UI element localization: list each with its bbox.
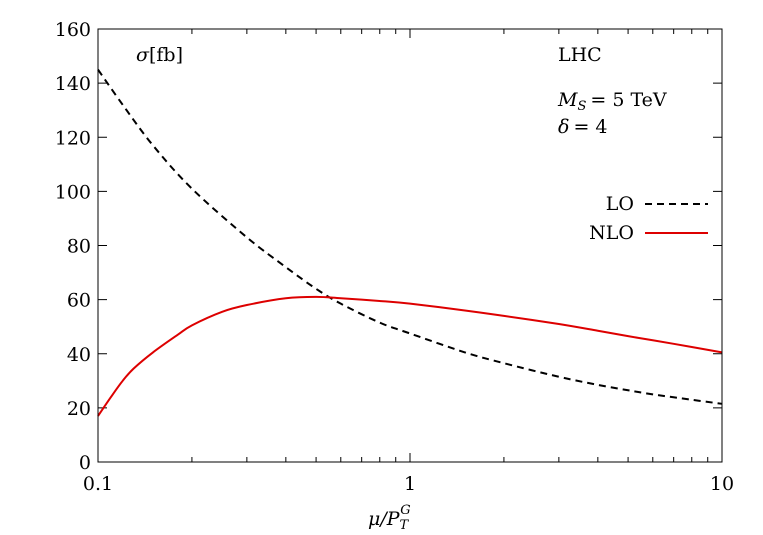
x-tick-label: 10 bbox=[710, 473, 734, 495]
y-tick-label: 20 bbox=[67, 398, 91, 420]
x-axis-main: μ/P bbox=[368, 508, 401, 530]
x-axis-sub: T bbox=[400, 518, 410, 533]
ms-value: = 5 TeV bbox=[590, 89, 667, 111]
x-axis-sup: G bbox=[400, 503, 410, 518]
y-axis-unit: [fb] bbox=[149, 44, 183, 66]
y-tick-label: 80 bbox=[67, 236, 91, 258]
delta-value: = 4 bbox=[573, 116, 607, 138]
y-tick-label: 100 bbox=[55, 181, 91, 203]
legend: LO NLO bbox=[589, 193, 708, 244]
plot-frame bbox=[97, 28, 723, 463]
x-tick-label: 0.1 bbox=[83, 473, 113, 495]
series-line-lo bbox=[97, 69, 723, 405]
ms-subscript: S bbox=[577, 99, 586, 114]
ms-symbol: M bbox=[557, 89, 578, 111]
legend-label-nlo: NLO bbox=[589, 222, 634, 244]
y-axis-symbol: σ bbox=[136, 44, 150, 66]
y-tick-label: 40 bbox=[67, 344, 91, 366]
y-tick-label: 140 bbox=[55, 73, 91, 95]
y-tick-label: 0 bbox=[79, 452, 91, 474]
x-tick-label: 1 bbox=[404, 473, 416, 495]
delta-symbol: δ bbox=[558, 116, 569, 138]
series-layer bbox=[97, 69, 723, 417]
x-axis-label: μ/PTG bbox=[368, 503, 411, 533]
y-tick-label: 60 bbox=[67, 290, 91, 312]
collider-label: LHC bbox=[558, 44, 602, 66]
y-axis-label: σ[fb] bbox=[136, 44, 183, 66]
y-tick-label: 160 bbox=[55, 19, 91, 41]
delta-annotation: δ = 4 bbox=[558, 116, 608, 138]
legend-label-lo: LO bbox=[606, 193, 634, 215]
y-tick-label: 120 bbox=[55, 127, 91, 149]
ticks-layer: 0 20 40 60 80 100 120 140 160 0.1 1 10 bbox=[55, 19, 734, 495]
series-line-nlo bbox=[97, 295, 723, 417]
ms-annotation: MS = 5 TeV bbox=[557, 89, 667, 114]
